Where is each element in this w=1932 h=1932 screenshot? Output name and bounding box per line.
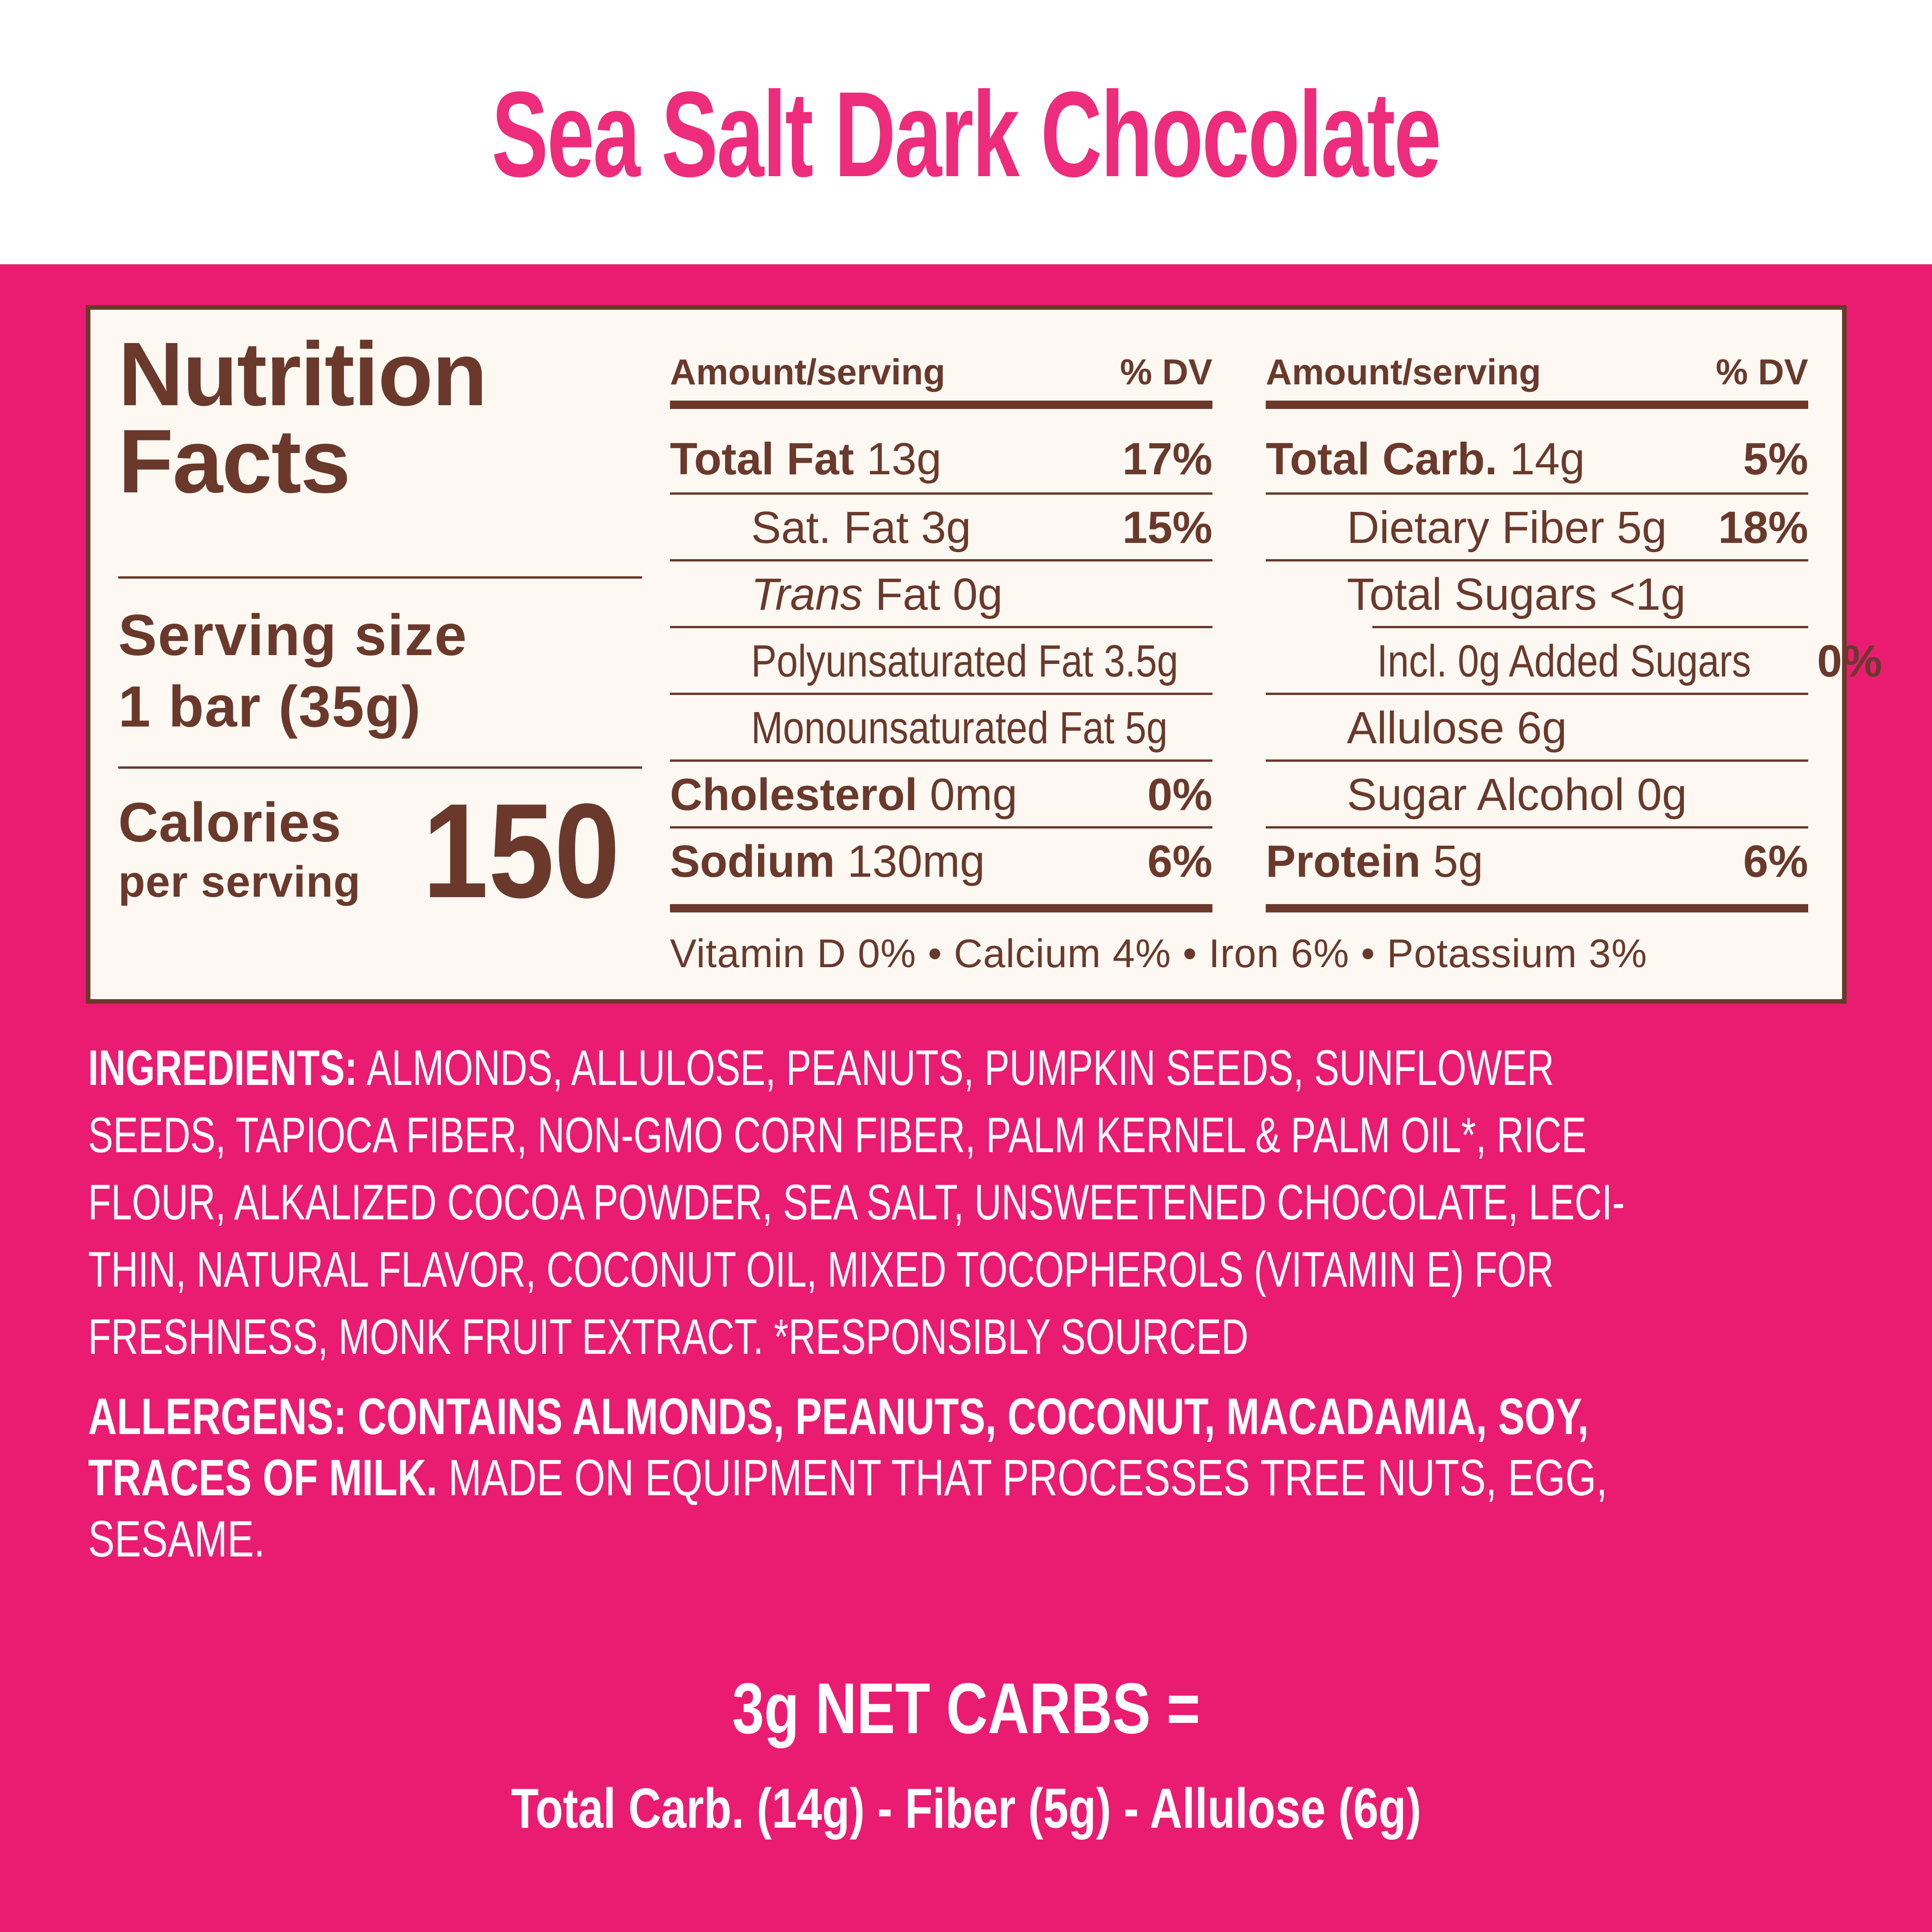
row-sat-fat: Sat. Fat 3g 15% [670,494,1212,561]
row-monounsaturated-fat: Monounsaturated Fat 5g [670,695,1212,761]
nutrient-dv: 0% [1817,636,1882,686]
nutrition-facts-panel: Nutrition Facts Serving size 1 bar (35g)… [86,305,1882,1004]
row-trans-fat: Trans Fat 0g [670,561,1212,628]
thick-divider [670,904,1212,912]
nutrition-facts-heading-line2: Facts [118,411,351,512]
net-carbs-heading: 3g NET CARBS = [732,1668,1200,1748]
divider [118,766,642,769]
nutrient-name-italic: Trans [751,569,863,619]
product-title: Sea Salt Dark Chocolate [491,66,1441,202]
nutrient-name: Sodium [670,836,835,886]
net-carbs-formula: Total Carb. (14g) - Fiber (5g) - Allulos… [511,1777,1421,1840]
vitamins-footnote: Vitamin D 0% • Calcium 4% • Iron 6% • Po… [670,931,1647,976]
calories-label-line1: Calories [118,791,342,854]
row-allulose: Allulose 6g [1266,695,1808,761]
nutrient-amount: Total Sugars <1g [1347,569,1686,619]
nutrient-amount: Polyunsaturated Fat 3.5g [751,636,1179,686]
nutrient-name: Protein [1266,836,1421,886]
mid-column-header: Amount/serving % DV [670,338,1212,393]
calories-value: 150 [422,776,620,926]
divider [1266,826,1808,829]
row-dietary-fiber: Dietary Fiber 5g 18% [1266,494,1808,561]
divider [1266,492,1808,495]
divider [1266,693,1808,695]
divider [1372,626,1808,628]
row-protein: Protein 5g 6% [1266,828,1808,895]
net-carbs-heading-wrap: 3g NET CARBS = [0,1669,1932,1748]
ingredients-line: FRESHNESS, MONK FRUIT EXTRACT. *RESPONSI… [88,1308,1249,1365]
net-carbs-formula-wrap: Total Carb. (14g) - Fiber (5g) - Allulos… [0,1776,1932,1841]
ingredients-line: INGREDIENTS: ALMONDS, ALLULOSE, PEANUTS, … [88,1039,1554,1096]
row-cholesterol: Cholesterol 0mg 0% [670,761,1212,828]
nutrition-facts-heading: Nutrition Facts [118,324,487,512]
divider [118,576,642,579]
divider [670,759,1212,762]
ingredients-line: SEEDS, TAPIOCA FIBER, NON-GMO CORN FIBER… [88,1107,1587,1163]
ingredients-block: INGREDIENTS: ALMONDS, ALLULOSE, PEANUTS, … [88,1034,1932,1370]
thick-divider [1266,401,1808,409]
percent-dv-header: % DV [1120,351,1212,392]
divider [670,492,1212,495]
nutrient-amount: 5g [1421,836,1483,886]
row-sugar-alcohol: Sugar Alcohol 0g [1266,761,1808,828]
nutrient-name: Total Fat [670,434,854,484]
nutrient-name: Cholesterol [670,769,918,820]
nutrient-amount: 13g [854,434,942,484]
ingredients-line: THIN, NATURAL FLAVOR, COCONUT OIL, MIXED… [88,1241,1554,1297]
nutrient-dv: 6% [1743,836,1808,886]
nutrient-amount: Sat. Fat 3g [751,502,971,553]
allergens-block: ALLERGENS: CONTAINS ALMONDS, PEANUTS, CO… [88,1386,1932,1570]
amount-per-serving-header: Amount/serving [1266,351,1541,392]
serving-size-label: Serving size [118,603,468,668]
divider [670,826,1212,829]
row-total-sugars: Total Sugars <1g [1266,561,1808,628]
pink-background: Nutrition Facts Serving size 1 bar (35g)… [0,264,1932,1932]
nutrient-amount: Incl. 0g Added Sugars [1377,636,1751,686]
allergens-line: SESAME. [88,1511,265,1568]
divider [1266,759,1808,762]
row-sodium: Sodium 130mg 6% [670,828,1212,895]
nutrient-amount: Dietary Fiber 5g [1347,502,1667,553]
nutrient-dv: 15% [1122,502,1212,553]
divider [1266,559,1808,561]
divider [670,693,1212,695]
nutrient-amount: 0mg [917,769,1018,820]
nutrient-amount: Monounsaturated Fat 5g [751,702,1168,753]
nutrient-name: Total Carb. [1266,434,1498,484]
allergens-line: TRACES OF MILK. MADE ON EQUIPMENT THAT P… [88,1449,1607,1506]
row-total-carb: Total Carb. 14g 5% [1266,426,1808,492]
nutrient-amount: 130mg [835,836,985,886]
product-title-wrap: Sea Salt Dark Chocolate [0,65,1932,204]
nutrient-amount: Fat 0g [862,569,1003,619]
thick-divider [1266,904,1808,912]
percent-dv-header: % DV [1715,351,1808,392]
nutrient-amount: Allulose 6g [1347,702,1567,753]
ingredients-label: INGREDIENTS: [88,1039,357,1096]
calories-label-line2: per serving [118,857,361,906]
allergens-line: ALLERGENS: CONTAINS ALMONDS, PEANUTS, CO… [88,1388,1589,1445]
nutrient-dv: 17% [1122,434,1212,484]
divider [670,559,1212,561]
row-total-fat: Total Fat 13g 17% [670,426,1212,492]
row-polyunsaturated-fat: Polyunsaturated Fat 3.5g [670,628,1212,695]
ingredients-line: FLOUR, ALKALIZED COCOA POWDER, SEA SALT,… [88,1174,1625,1230]
nutrient-dv: 5% [1743,434,1808,484]
right-column-header: Amount/serving % DV [1266,338,1808,393]
serving-size-value: 1 bar (35g) [118,675,422,739]
nutrient-dv: 6% [1147,836,1212,886]
row-added-sugars: Incl. 0g Added Sugars 0% [1266,628,1882,695]
thick-divider [670,401,1212,409]
nutrient-dv: 18% [1718,502,1808,553]
amount-per-serving-header: Amount/serving [670,351,945,392]
nutrient-amount: Sugar Alcohol 0g [1347,769,1687,820]
nutrition-facts-heading-line1: Nutrition [118,324,487,425]
nutrient-amount: 14g [1497,434,1585,484]
nutrient-dv: 0% [1147,769,1212,820]
divider [670,626,1212,628]
